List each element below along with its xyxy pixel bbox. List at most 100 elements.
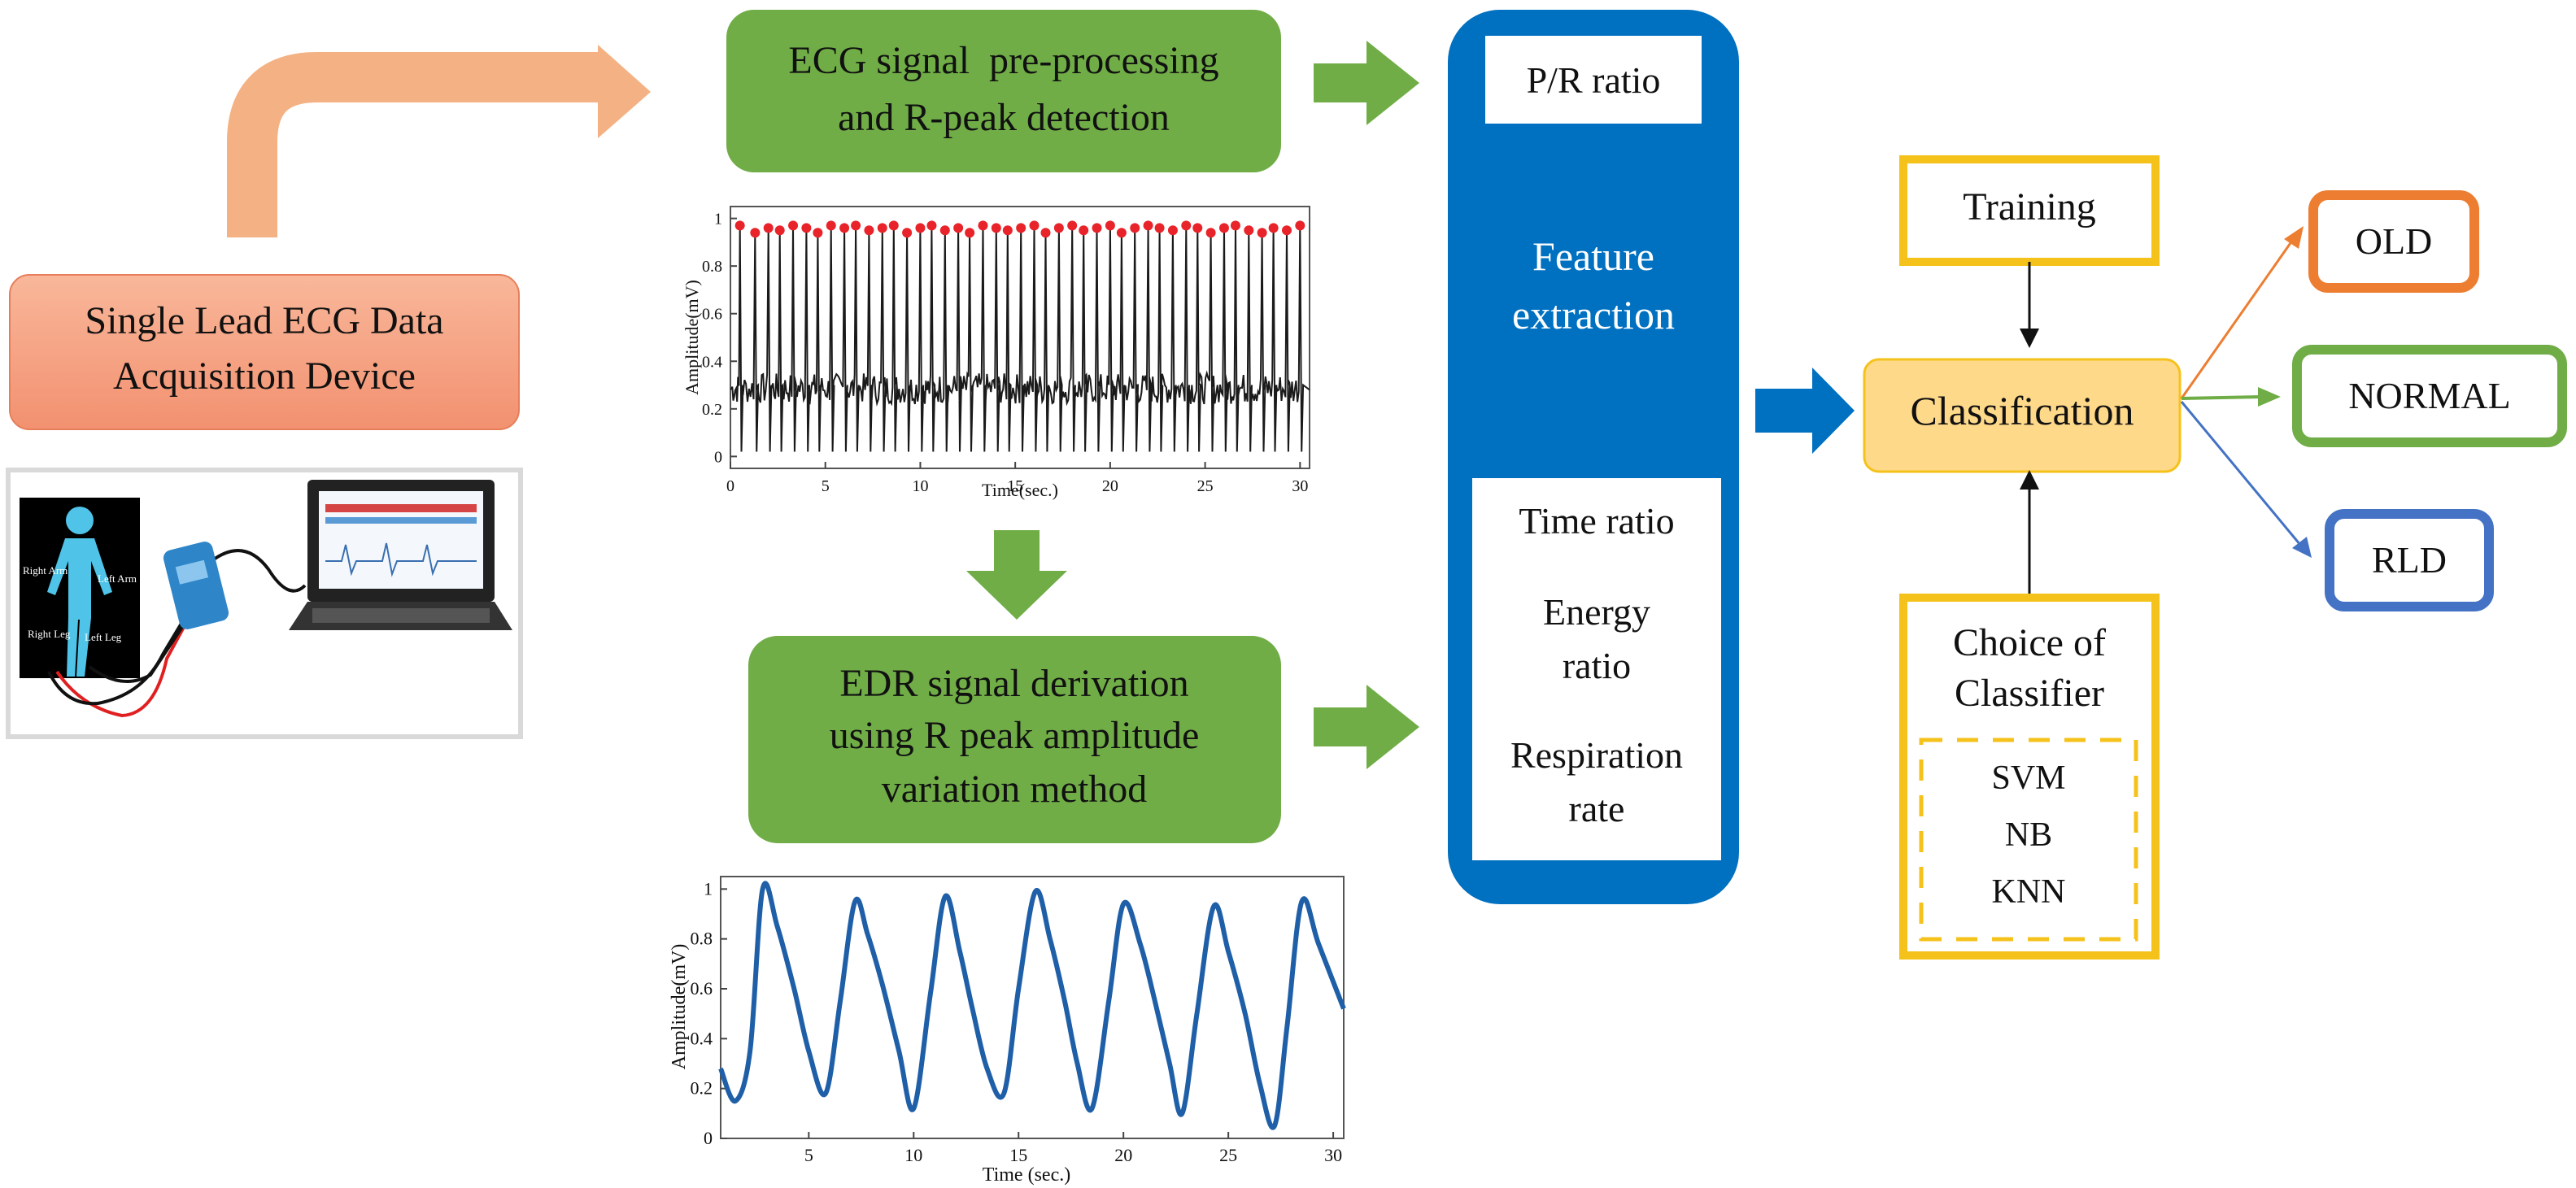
preprocessing-line2: and R-peak detection: [838, 96, 1170, 139]
y-tick-label: 0: [704, 1128, 713, 1148]
output-rld-box: [2325, 509, 2494, 611]
edr-line1: EDR signal derivation: [839, 662, 1188, 705]
y-tick-label: 0.8: [702, 258, 722, 276]
r-peak-marker: [813, 228, 823, 238]
r-peak-marker: [1154, 223, 1165, 233]
output-normal: NORMAL: [2292, 345, 2567, 447]
x-tick-label: 25: [1197, 477, 1214, 495]
r-peak-marker: [1167, 225, 1178, 236]
r-peak-marker: [965, 228, 975, 238]
classifier-list-box: [1919, 738, 2138, 942]
output-normal-label: NORMAL: [2348, 375, 2510, 416]
x-tick-label: 0: [726, 477, 734, 495]
classifier-svm: SVM: [1991, 759, 2065, 797]
r-peak-marker: [826, 220, 836, 231]
classifier-nb: NB: [2005, 816, 2052, 854]
output-rld: RLD: [2325, 509, 2494, 611]
r-peak-marker: [1281, 225, 1292, 236]
edr-chart: 5 10 15 20 25 30 0 0.2 0.4 0.6 0.8 1 Time (sec.) Am…: [669, 876, 1346, 1186]
feature-respiration-rate-line2: rate: [1569, 788, 1625, 829]
r-peak-marker: [1002, 225, 1013, 236]
y-tick-label: 0.4: [691, 1028, 713, 1048]
arrow-to-old: [2180, 240, 2294, 399]
choice-line1: Choice of: [1953, 621, 2106, 664]
r-peak-marker: [991, 223, 1001, 233]
edr-plot-frame: [720, 876, 1345, 1139]
ecg-chart: 0 5 10 15 20 25 30 0 0.2 0.4 0.6 0.8 1 Time(sec.) Am…: [682, 206, 1310, 500]
r-peak-marker: [1143, 220, 1153, 231]
r-peak-marker: [1029, 220, 1040, 231]
edr-block: EDR signal derivation using R peak ampli…: [748, 636, 1281, 843]
electrode-wires: [47, 549, 307, 718]
ecg-ylabel: Amplitude(mV): [682, 280, 702, 395]
training-block: Training: [1899, 155, 2160, 348]
pr-ratio-box: [1485, 36, 1702, 124]
y-tick-label: 0.8: [691, 929, 713, 949]
r-peak-marker: [1016, 223, 1026, 233]
classification-box: [1863, 358, 2182, 473]
body-label-left-leg: Left Leg: [85, 631, 122, 643]
r-peak-marker: [1040, 228, 1051, 238]
r-peak-marker: [902, 228, 913, 238]
y-tick-label: 0.6: [702, 306, 722, 324]
r-peak-marker: [939, 225, 950, 236]
r-peak-marker: [978, 220, 988, 231]
x-tick-label: 25: [1219, 1145, 1237, 1165]
x-tick-label: 20: [1102, 477, 1118, 495]
device-illustration: Right Arm Left Arm Right Leg Left Leg: [6, 468, 523, 739]
x-tick-label: 30: [1324, 1145, 1342, 1165]
feature-title-line2: extraction: [1512, 292, 1675, 337]
r-peak-marker: [1092, 223, 1102, 233]
y-tick-label: 0.2: [691, 1078, 713, 1099]
r-peak-marker: [1181, 220, 1192, 231]
edr-ylabel: Amplitude(mV): [669, 944, 690, 1070]
edr-line2: using R peak amplitude: [830, 714, 1200, 757]
preprocessing-block: ECG signal pre-processing and R-peak det…: [726, 10, 1281, 172]
x-tick-label: 30: [1292, 477, 1308, 495]
x-tick-label: 10: [912, 477, 928, 495]
r-peak-marker: [1257, 228, 1267, 238]
y-tick-label: 0: [714, 448, 722, 466]
x-tick-label: 10: [904, 1145, 922, 1165]
output-normal-box: [2292, 345, 2567, 447]
body-label-right-arm: Right Arm: [23, 564, 68, 577]
r-peak-marker: [801, 223, 812, 233]
features-to-classification-arrow: [1755, 368, 1855, 454]
classifier-choice-block: Choice of Classifier SVM NB KNN: [1899, 470, 2160, 960]
feature-list-box: [1472, 478, 1721, 860]
y-tick-label: 1: [714, 211, 722, 228]
r-peak-marker: [1079, 225, 1089, 236]
ecg-trace: [730, 225, 1310, 452]
acquisition-title-line2: Acquisition Device: [113, 355, 416, 398]
y-tick-label: 0.6: [691, 978, 713, 999]
training-label: Training: [1963, 185, 2096, 228]
preprocessing-box: [726, 10, 1281, 172]
r-peak-marker: [864, 225, 874, 236]
r-peak-marker: [1105, 220, 1115, 231]
r-peak-marker: [734, 220, 745, 231]
x-tick-label: 5: [804, 1145, 813, 1165]
training-arrowhead: [2020, 329, 2039, 348]
r-peak-marker: [1218, 223, 1229, 233]
laptop-icon: [289, 480, 512, 630]
r-peak-marker: [915, 223, 926, 233]
r-peak-marker: [1053, 223, 1064, 233]
x-tick-label: 15: [1007, 477, 1023, 495]
edr-to-features-arrow: [1314, 685, 1419, 769]
output-arrows: [2180, 226, 2312, 558]
feature-energy-ratio-line1: Energy: [1543, 591, 1650, 633]
r-peak-marker: [839, 223, 850, 233]
acquisition-block: Single Lead ECG Data Acquisition Device: [9, 274, 520, 430]
r-peak-marker: [774, 225, 785, 236]
y-tick-label: 0.2: [702, 401, 722, 419]
r-peak-marker: [953, 223, 964, 233]
human-body-icon: [47, 507, 112, 677]
feature-respiration-rate-line1: Respiration: [1510, 734, 1683, 776]
r-peak-marker: [926, 220, 937, 231]
feature-time-ratio: Time ratio: [1519, 500, 1674, 542]
r-peak-marker: [1116, 228, 1127, 238]
ecg-to-edr-arrow: [966, 530, 1067, 620]
ecg-amplifier-device: [163, 542, 229, 629]
r-peak-marker: [1268, 223, 1279, 233]
